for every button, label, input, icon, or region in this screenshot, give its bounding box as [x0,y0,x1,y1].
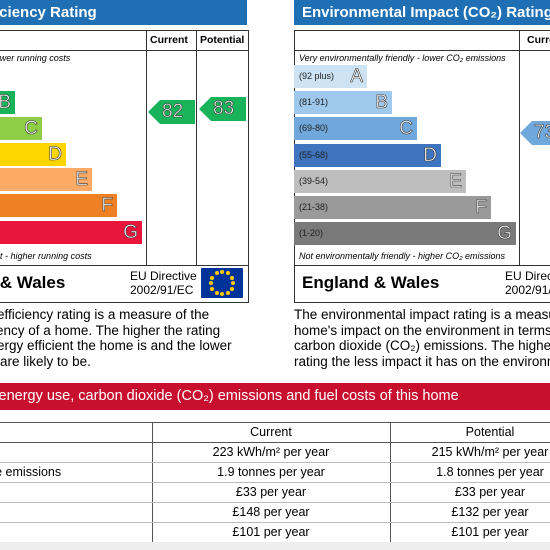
explanation-line: The energy efficiency rating is a measur… [0,307,210,322]
table-header: Potential [465,425,515,439]
band-range: (92 plus) [299,71,335,81]
directive: 2002/91/EC [130,283,194,297]
band-range: (39-54) [299,176,329,186]
flag-star [231,281,235,285]
divider [519,30,520,265]
explanation-line: overall efficiency of a home. The higher… [0,322,221,338]
flag-star [229,275,234,280]
panel-title: Energy Efficiency Rating [0,0,247,25]
table-header: Current [250,425,292,439]
band-range: (69-80) [299,123,329,133]
band-range: (1-20) [299,228,324,238]
explanation-line: the fuel bills are likely to be. [0,353,91,369]
divider [0,522,550,523]
impact-band: B (81-91) [294,91,392,114]
current-value: 1.9 tonnes per year [217,465,325,479]
rating-band: F [0,194,117,217]
current-value: £101 per year [232,525,310,539]
divider [0,462,550,463]
divider [294,265,550,266]
divider [196,30,197,265]
explanation-line: home's impact on the environment in term… [294,322,550,338]
explanation-line: rating the less impact it has on the env… [294,353,550,369]
divider [0,50,249,51]
flag-star [220,292,224,296]
rating-band: E [0,168,92,191]
flag-star [210,286,215,291]
current-value: 223 kWh/m² per year [212,445,330,459]
divider [0,442,550,443]
flag-star [225,271,230,276]
flag-star [214,271,219,276]
flag-star [225,290,230,295]
top-note: Very environmentally friendly - lower CO… [299,53,506,63]
impact-band: G (1-20) [294,222,516,245]
region: England & Wales [0,273,66,292]
divider [0,265,249,266]
rating-band: D [0,143,66,166]
region: England & Wales [302,273,440,292]
potential-value: 1.8 tonnes per year [436,465,544,479]
bottom-note: Not environmentally friendly - higher CO… [299,251,506,261]
rating-band: C [0,117,42,140]
divider [390,422,391,550]
col-header: Potential [200,34,245,46]
directive: EU Directive [505,269,550,283]
panel-frame [0,30,249,303]
directive: 2002/91/EC [505,283,550,297]
divider [0,502,550,503]
divider [0,482,550,483]
directive: EU Directive [130,269,197,283]
band-range: (55-68) [299,150,329,160]
col-header: Current [527,34,550,46]
flag-star [214,290,219,295]
potential-value: £33 per year [454,485,526,499]
flag-star [209,281,213,285]
section-title: Estimated energy use, carbon dioxide (CO… [0,383,550,410]
bottom-note: Not energy efficient - higher running co… [0,251,92,261]
top-note: Very energy efficient - lower running co… [0,53,71,63]
table-frame [0,422,550,550]
current-value: £33 per year [235,485,307,499]
potential-value: 215 kWh/m² per year [431,445,549,459]
flag-star [229,286,234,291]
panel-title: Environmental Impact (CO₂) Rating [294,0,550,25]
explanation-line: The environmental impact rating is a mea… [294,307,550,322]
divider [146,30,147,265]
divider [294,50,550,51]
current-value: £148 per year [232,505,310,519]
rating-band: B [0,91,15,114]
band-range: (81-91) [299,97,329,107]
rating-band: G [0,221,142,244]
divider [152,422,153,550]
flag-star [210,275,215,280]
footer-strip [0,542,550,550]
impact-band: A (92 plus) [294,65,367,88]
row-label: Carbon dioxide emissions [0,465,62,479]
explanation-line: carbon dioxide (CO₂) emissions. The high… [294,338,550,353]
band-range: (21-38) [299,202,329,212]
impact-band: F (21-38) [294,196,491,219]
potential-value: £101 per year [451,525,529,539]
impact-band: E (39-54) [294,170,466,193]
impact-band: C (69-80) [294,117,417,140]
col-header: Current [150,34,188,46]
impact-band: D (55-68) [294,144,441,167]
potential-value: £132 per year [451,505,529,519]
eu-flag [201,268,243,298]
flag-star [220,270,224,274]
explanation-line: the more energy efficient the home is an… [0,338,232,353]
